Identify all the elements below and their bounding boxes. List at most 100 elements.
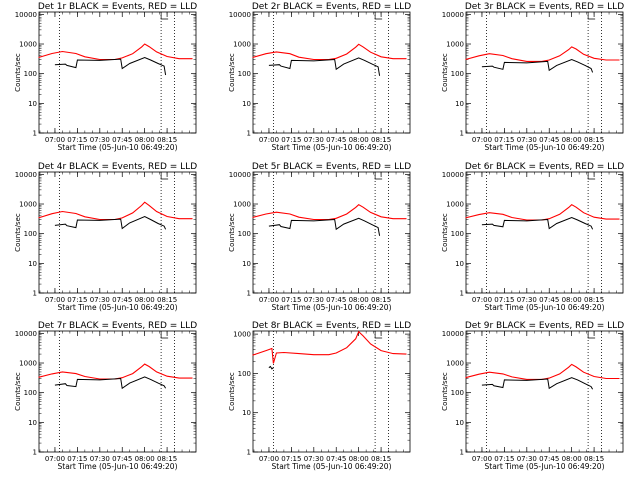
series-line-red: [38, 201, 193, 221]
panel-title: Det 3r BLACK = Events, RED = LLD: [465, 2, 624, 12]
x-tick-label: 08:15: [371, 296, 391, 304]
x-tick-label: 07:45: [326, 455, 346, 463]
y-tick-label: 10000: [15, 11, 37, 19]
x-tick-label: 07:45: [112, 296, 132, 304]
y-axis-label: Counts/sec: [228, 213, 236, 252]
panel-5: Det 5r BLACK = Events, RED = LLD 1 10 100 10…: [228, 162, 411, 312]
x-tick-label: 08:15: [584, 136, 604, 144]
plot-frame: [38, 330, 197, 453]
x-tick-label: 07:00: [259, 136, 279, 144]
series-line-black: [54, 215, 167, 230]
plot-frame: [252, 11, 411, 134]
y-tick-label: 100: [24, 70, 37, 78]
y-tick-label: 10: [242, 409, 251, 417]
y-tick-label: 1000: [19, 201, 37, 209]
x-tick-label: 07:30: [90, 455, 110, 463]
x-tick-label: 07:45: [112, 136, 132, 144]
series-line-red: [465, 46, 620, 62]
x-tick-label: 08:00: [562, 455, 582, 463]
plot-frame: [465, 11, 624, 134]
x-tick-label: 08:15: [584, 455, 604, 463]
interval-bracket: [587, 172, 596, 180]
series-line-red: [465, 363, 620, 380]
y-tick-label: 10: [28, 260, 37, 268]
y-tick-label: 10: [28, 100, 37, 108]
panel-title: Det 8r BLACK = Events, RED = LLD: [252, 321, 411, 331]
panel-title: Det 4r BLACK = Events, RED = LLD: [38, 162, 197, 172]
y-tick-label: 10: [455, 260, 464, 268]
y-tick-label: 100: [451, 230, 464, 238]
y-tick-label: 1000: [233, 41, 251, 49]
y-tick-label: 10: [455, 419, 464, 427]
x-tick-label: 07:30: [304, 296, 324, 304]
series-line-black: [481, 377, 594, 390]
panel-6: Det 6r BLACK = Events, RED = LLD 1 10 100 10…: [441, 162, 624, 312]
plot-frame: [465, 171, 624, 294]
y-tick-label: 10: [242, 100, 251, 108]
x-tick-label: 07:00: [472, 296, 492, 304]
x-tick-label: 07:15: [494, 296, 514, 304]
y-tick-label: 10000: [15, 330, 37, 338]
plot-frame: [465, 330, 624, 453]
x-tick-label: 07:45: [539, 296, 559, 304]
x-axis-label: Start Time (05-Jun-10 06:49:20): [58, 462, 178, 471]
series-line-black: [268, 217, 381, 236]
x-tick-label: 07:30: [90, 296, 110, 304]
y-tick-label: 10000: [442, 171, 464, 179]
y-tick-label: 1: [247, 449, 251, 457]
x-tick-label: 07:30: [517, 296, 537, 304]
y-tick-label: 1000: [19, 360, 37, 368]
x-axis-label: Start Time (05-Jun-10 06:49:20): [272, 143, 392, 152]
plot-frame: [252, 330, 411, 453]
x-tick-label: 07:15: [67, 136, 87, 144]
panel-4: Det 4r BLACK = Events, RED = LLD 1 10 100 10…: [14, 162, 197, 312]
x-tick-label: 07:00: [472, 455, 492, 463]
y-tick-label: 1: [247, 290, 251, 298]
series-line-red: [252, 330, 407, 364]
interval-bracket: [160, 331, 169, 339]
x-tick-label: 08:15: [371, 136, 391, 144]
x-tick-label: 07:15: [281, 455, 301, 463]
y-tick-label: 10000: [15, 171, 37, 179]
x-tick-label: 07:30: [517, 136, 537, 144]
series-line-black: [481, 216, 594, 230]
x-tick-label: 07:00: [45, 136, 65, 144]
x-tick-label: 07:30: [304, 136, 324, 144]
series-line-red: [38, 43, 193, 61]
x-tick-label: 07:00: [259, 455, 279, 463]
interval-bracket: [587, 331, 596, 339]
x-tick-label: 07:45: [539, 455, 559, 463]
panel-title: Det 7r BLACK = Events, RED = LLD: [38, 321, 197, 331]
y-tick-label: 100: [451, 389, 464, 397]
x-tick-label: 08:00: [562, 296, 582, 304]
y-tick-label: 10000: [229, 171, 251, 179]
panel-title: Det 2r BLACK = Events, RED = LLD: [252, 2, 411, 12]
x-axis-label: Start Time (05-Jun-10 06:49:20): [485, 462, 605, 471]
x-tick-label: 07:00: [472, 136, 492, 144]
y-tick-label: 1: [33, 290, 37, 298]
plot-frame: [252, 171, 411, 294]
x-tick-label: 08:15: [157, 296, 177, 304]
x-tick-label: 07:15: [281, 296, 301, 304]
x-tick-label: 07:30: [304, 455, 324, 463]
x-tick-label: 08:00: [349, 136, 369, 144]
series-line-black: [54, 376, 167, 390]
series-line-black: [268, 365, 274, 370]
y-tick-label: 1000: [446, 360, 464, 368]
y-tick-label: 10: [242, 260, 251, 268]
y-axis-label: Counts/sec: [14, 53, 22, 92]
y-tick-label: 1000: [446, 201, 464, 209]
y-axis-label: Counts/sec: [14, 372, 22, 411]
x-axis-label: Start Time (05-Jun-10 06:49:20): [58, 143, 178, 152]
interval-bracket: [160, 172, 169, 180]
y-tick-label: 1: [247, 130, 251, 138]
y-tick-label: 1: [33, 449, 37, 457]
plot-frame: [38, 11, 197, 134]
x-tick-label: 07:15: [494, 136, 514, 144]
x-axis-label: Start Time (05-Jun-10 06:49:20): [272, 303, 392, 312]
series-line-black: [268, 57, 381, 76]
x-tick-label: 07:45: [326, 136, 346, 144]
x-tick-label: 08:00: [135, 136, 155, 144]
panel-1: Det 1r BLACK = Events, RED = LLD 1 10 100 10…: [14, 2, 197, 152]
y-tick-label: 10000: [229, 11, 251, 19]
